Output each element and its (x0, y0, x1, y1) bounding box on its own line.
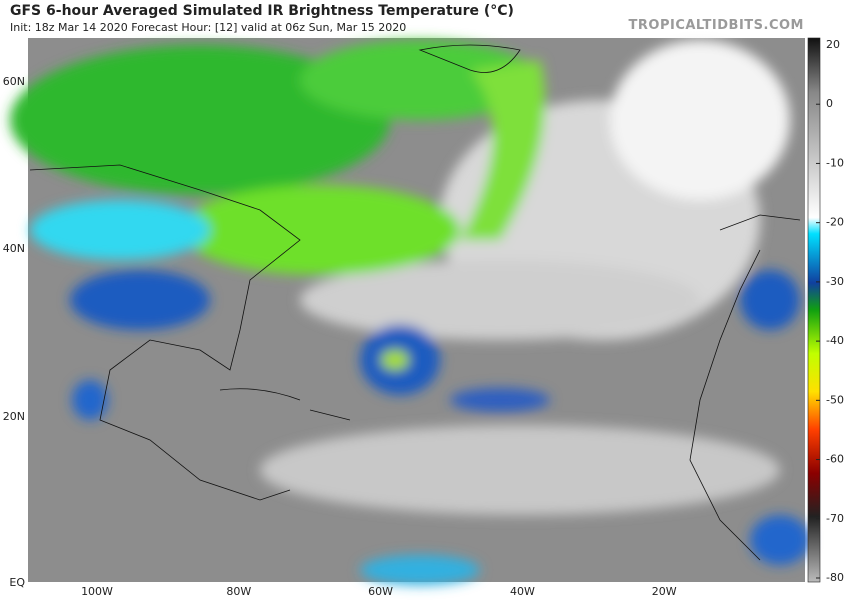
lon-label: 100W (81, 585, 113, 598)
colorbar-label: -70 (826, 512, 844, 525)
colorbar-label: -50 (826, 393, 844, 406)
colorbar-label: -20 (826, 216, 844, 229)
colorbar-label: 20 (826, 38, 840, 51)
lon-label: 80W (226, 585, 251, 598)
lat-label: EQ (9, 576, 25, 589)
map (10, 38, 810, 585)
colorbar-label: -60 (826, 453, 844, 466)
colorbar (807, 37, 821, 583)
subtitle: Init: 18z Mar 14 2020 Forecast Hour: [12… (10, 21, 407, 34)
lon-label: 20W (652, 585, 677, 598)
colorbar-label: -30 (826, 275, 844, 288)
colorbar-label: -10 (826, 156, 844, 169)
lat-label: 20N (3, 410, 25, 423)
title: GFS 6-hour Averaged Simulated IR Brightn… (10, 3, 514, 19)
colorbar-label: 0 (826, 97, 833, 110)
watermark: TROPICALTIDBITS.COM (628, 18, 804, 33)
lat-label: 40N (3, 242, 25, 255)
colorbar-label: -40 (826, 334, 844, 347)
lon-label: 60W (368, 585, 393, 598)
lon-label: 40W (510, 585, 535, 598)
lat-label: 60N (3, 75, 25, 88)
colorbar-label: -80 (826, 571, 844, 584)
